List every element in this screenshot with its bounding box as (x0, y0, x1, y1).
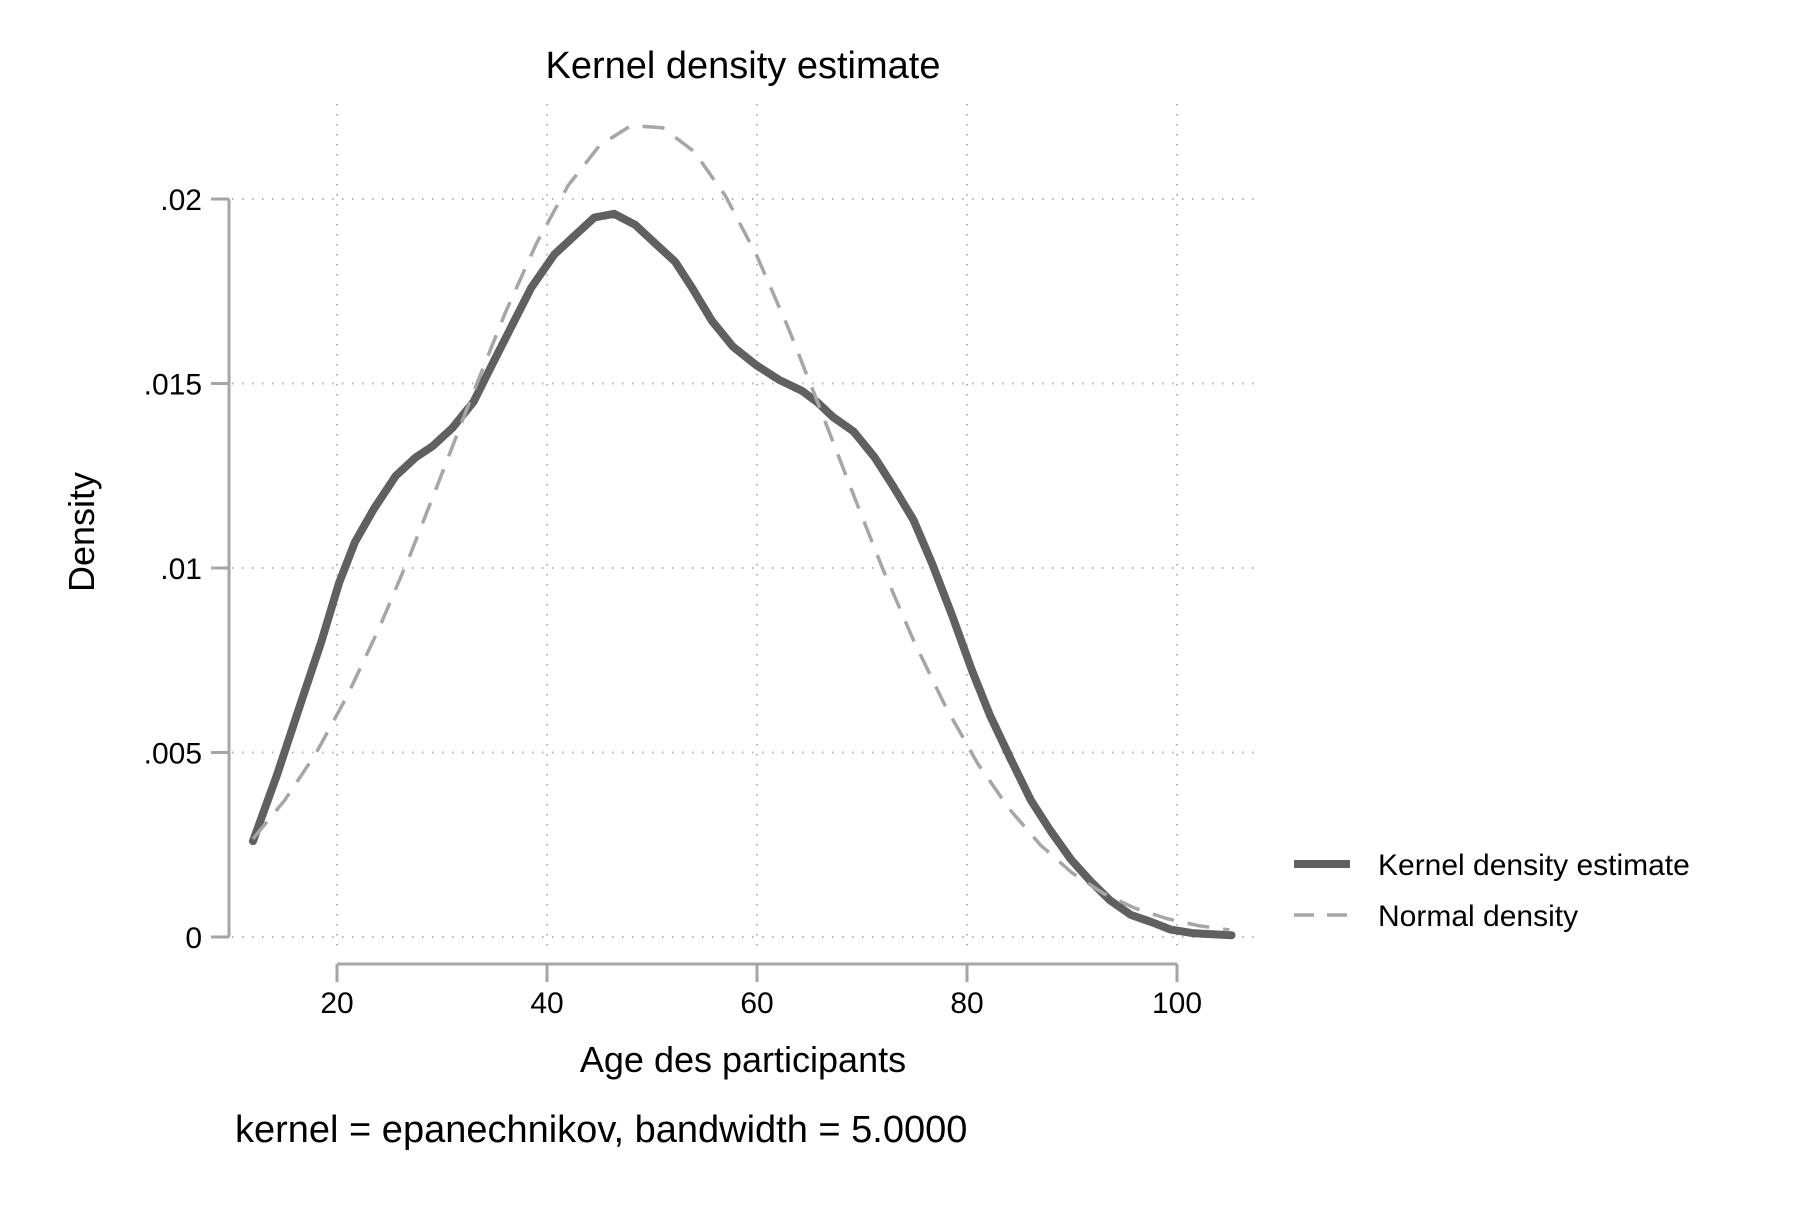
legend: Kernel density estimate Normal density (1294, 849, 1690, 933)
y-tick-label: 0 (185, 922, 202, 955)
y-axis-label: Density (61, 472, 102, 592)
legend-label: Normal density (1378, 900, 1578, 933)
chart-title: Kernel density estimate (546, 45, 941, 87)
y-tick-label: .02 (160, 184, 202, 217)
kernel-note: kernel = epanechnikov, bandwidth = 5.000… (235, 1109, 967, 1151)
axes: 0 .005 .01 .015 .02 20 40 60 80 100 (144, 184, 1202, 1020)
y-tick-label: .01 (160, 553, 202, 586)
y-tick-label: .005 (144, 738, 202, 771)
x-tick-label: 20 (320, 987, 353, 1020)
series-layer (249, 123, 1236, 940)
y-tick-label: .015 (144, 369, 202, 402)
x-tick-label: 100 (1152, 987, 1202, 1020)
legend-item: Kernel density estimate (1294, 849, 1690, 882)
x-tick-label: 60 (740, 987, 773, 1020)
legend-item: Normal density (1294, 900, 1578, 933)
gridlines (232, 104, 1254, 952)
normal-density-line (251, 123, 1230, 932)
legend-label: Kernel density estimate (1378, 849, 1690, 882)
x-tick-label: 80 (950, 987, 983, 1020)
x-axis-label: Age des participants (580, 1039, 906, 1080)
x-tick-label: 40 (530, 987, 563, 1020)
kde-line (249, 209, 1236, 940)
